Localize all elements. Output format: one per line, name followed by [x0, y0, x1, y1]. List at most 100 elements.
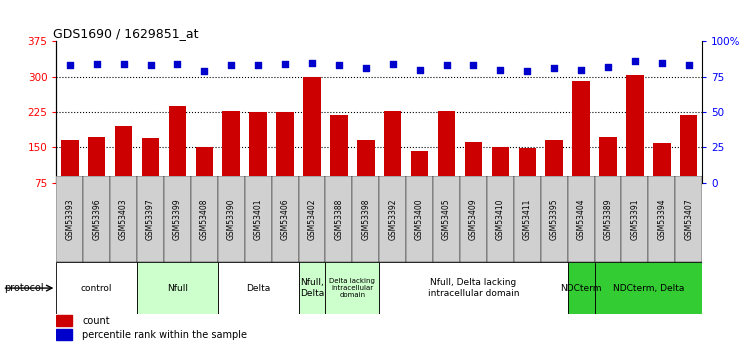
- Point: [494, 67, 506, 72]
- Text: GSM53393: GSM53393: [65, 198, 74, 240]
- Text: GSM53411: GSM53411: [523, 198, 532, 240]
- Text: GSM53391: GSM53391: [630, 198, 639, 240]
- Text: NDCterm, Delta: NDCterm, Delta: [613, 284, 684, 293]
- Text: GSM53401: GSM53401: [254, 198, 263, 240]
- Bar: [115, 126, 132, 218]
- Point: [252, 63, 264, 68]
- Bar: [595, 176, 622, 262]
- Bar: [465, 142, 482, 218]
- Text: GSM53408: GSM53408: [200, 198, 209, 240]
- Text: GSM53405: GSM53405: [442, 198, 451, 240]
- Point: [333, 63, 345, 68]
- Text: Delta lacking
intracellular
domain: Delta lacking intracellular domain: [330, 278, 376, 298]
- Point: [387, 61, 399, 67]
- Bar: [411, 151, 428, 218]
- Bar: [568, 262, 595, 314]
- Text: Delta: Delta: [246, 284, 270, 293]
- Bar: [56, 262, 137, 314]
- Bar: [406, 176, 433, 262]
- Point: [548, 66, 560, 71]
- Text: GSM53402: GSM53402: [307, 198, 316, 240]
- Bar: [218, 176, 245, 262]
- Bar: [272, 176, 299, 262]
- Bar: [276, 112, 294, 218]
- Text: NDCterm: NDCterm: [560, 284, 602, 293]
- Bar: [545, 140, 563, 218]
- Point: [467, 63, 479, 68]
- Bar: [245, 176, 272, 262]
- Point: [144, 63, 156, 68]
- Text: GSM53404: GSM53404: [577, 198, 586, 240]
- Point: [91, 61, 103, 67]
- Text: Nfull,
Delta: Nfull, Delta: [300, 278, 324, 298]
- Bar: [379, 262, 568, 314]
- Text: GSM53389: GSM53389: [604, 198, 613, 240]
- Text: GSM53409: GSM53409: [469, 198, 478, 240]
- Bar: [142, 138, 159, 218]
- Bar: [487, 176, 514, 262]
- Text: GSM53407: GSM53407: [684, 198, 693, 240]
- Bar: [492, 147, 509, 218]
- Point: [683, 63, 695, 68]
- Text: GSM53397: GSM53397: [146, 198, 155, 240]
- Bar: [653, 143, 671, 218]
- Bar: [572, 81, 590, 218]
- Text: GSM53390: GSM53390: [227, 198, 236, 240]
- Bar: [541, 176, 568, 262]
- Point: [118, 61, 130, 67]
- Bar: [648, 176, 675, 262]
- Point: [575, 67, 587, 72]
- Text: GSM53403: GSM53403: [119, 198, 128, 240]
- Bar: [352, 176, 379, 262]
- Bar: [195, 147, 213, 218]
- Bar: [83, 176, 110, 262]
- Bar: [110, 176, 137, 262]
- Bar: [330, 116, 348, 218]
- Bar: [164, 176, 191, 262]
- Bar: [357, 140, 375, 218]
- Text: protocol: protocol: [4, 283, 44, 293]
- Point: [521, 68, 533, 74]
- Point: [656, 60, 668, 65]
- Text: GSM53398: GSM53398: [361, 198, 370, 240]
- Bar: [514, 176, 541, 262]
- Bar: [595, 262, 702, 314]
- Text: GDS1690 / 1629851_at: GDS1690 / 1629851_at: [53, 27, 198, 40]
- Text: GSM53392: GSM53392: [388, 198, 397, 240]
- Bar: [88, 137, 105, 218]
- Point: [198, 68, 210, 74]
- Text: GSM53396: GSM53396: [92, 198, 101, 240]
- Bar: [137, 176, 164, 262]
- Bar: [518, 148, 536, 218]
- Bar: [137, 262, 218, 314]
- Bar: [249, 112, 267, 218]
- Bar: [622, 176, 648, 262]
- Text: GSM53388: GSM53388: [334, 198, 343, 240]
- Text: percentile rank within the sample: percentile rank within the sample: [82, 330, 247, 339]
- Bar: [56, 315, 72, 326]
- Bar: [626, 75, 644, 218]
- Text: control: control: [81, 284, 113, 293]
- Text: GSM53399: GSM53399: [173, 198, 182, 240]
- Bar: [169, 107, 186, 218]
- Bar: [675, 176, 702, 262]
- Text: GSM53400: GSM53400: [415, 198, 424, 240]
- Point: [64, 63, 76, 68]
- Bar: [56, 329, 72, 340]
- Text: GSM53406: GSM53406: [281, 198, 290, 240]
- Bar: [61, 140, 79, 218]
- Point: [602, 64, 614, 70]
- Point: [279, 61, 291, 67]
- Bar: [222, 111, 240, 218]
- Bar: [218, 262, 299, 314]
- Text: GSM53395: GSM53395: [550, 198, 559, 240]
- Bar: [191, 176, 218, 262]
- Point: [171, 61, 183, 67]
- Text: count: count: [82, 316, 110, 326]
- Point: [225, 63, 237, 68]
- Bar: [438, 111, 455, 218]
- Point: [629, 58, 641, 64]
- Bar: [56, 176, 83, 262]
- Bar: [433, 176, 460, 262]
- Text: GSM53394: GSM53394: [657, 198, 666, 240]
